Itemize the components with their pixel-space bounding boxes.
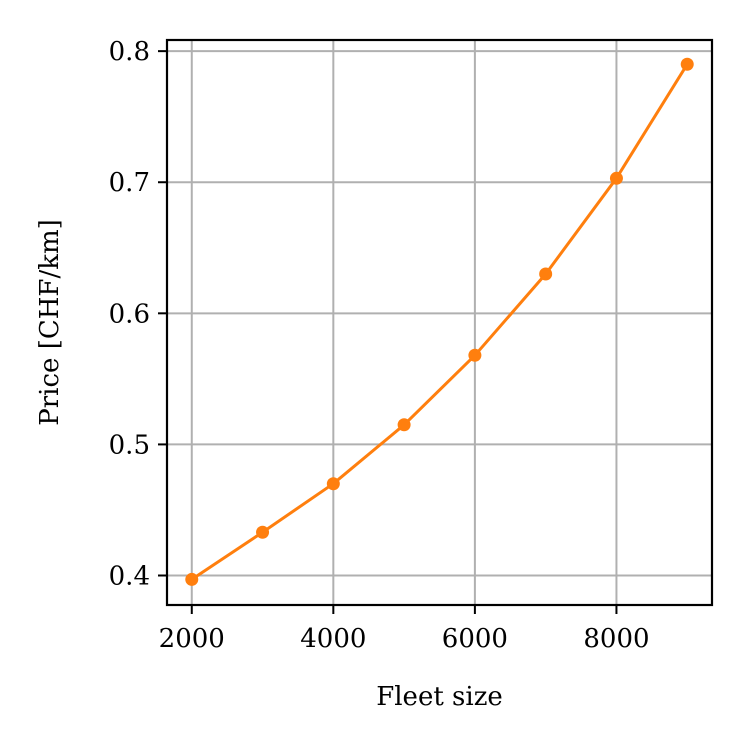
y-tick-label: 0.7	[109, 168, 150, 198]
data-point	[609, 171, 623, 185]
x-tick-label: 8000	[583, 624, 649, 654]
x-tick-label: 2000	[159, 624, 225, 654]
grid	[167, 40, 712, 605]
y-tick-label: 0.5	[109, 430, 150, 460]
y-axis-label: Price [CHF/km]	[35, 219, 65, 426]
data-point	[256, 525, 270, 539]
series-line	[190, 63, 689, 581]
y-tick-label: 0.4	[109, 562, 150, 592]
data-point	[680, 57, 694, 71]
x-axis-label: Fleet size	[376, 682, 503, 712]
plot-frame	[165, 38, 714, 607]
data-point	[539, 267, 553, 281]
ticks: 2000 4000 6000 8000 0.4 0.5 0.6 0.7 0.8	[109, 37, 650, 654]
y-tick-label: 0.6	[109, 299, 150, 329]
x-tick-label: 4000	[300, 624, 366, 654]
data-point	[326, 477, 340, 491]
x-tick-label: 6000	[442, 624, 508, 654]
data-point	[185, 572, 199, 586]
data-point	[397, 418, 411, 432]
y-tick-label: 0.8	[109, 37, 150, 67]
series-layer	[185, 57, 694, 586]
data-point	[468, 348, 482, 362]
